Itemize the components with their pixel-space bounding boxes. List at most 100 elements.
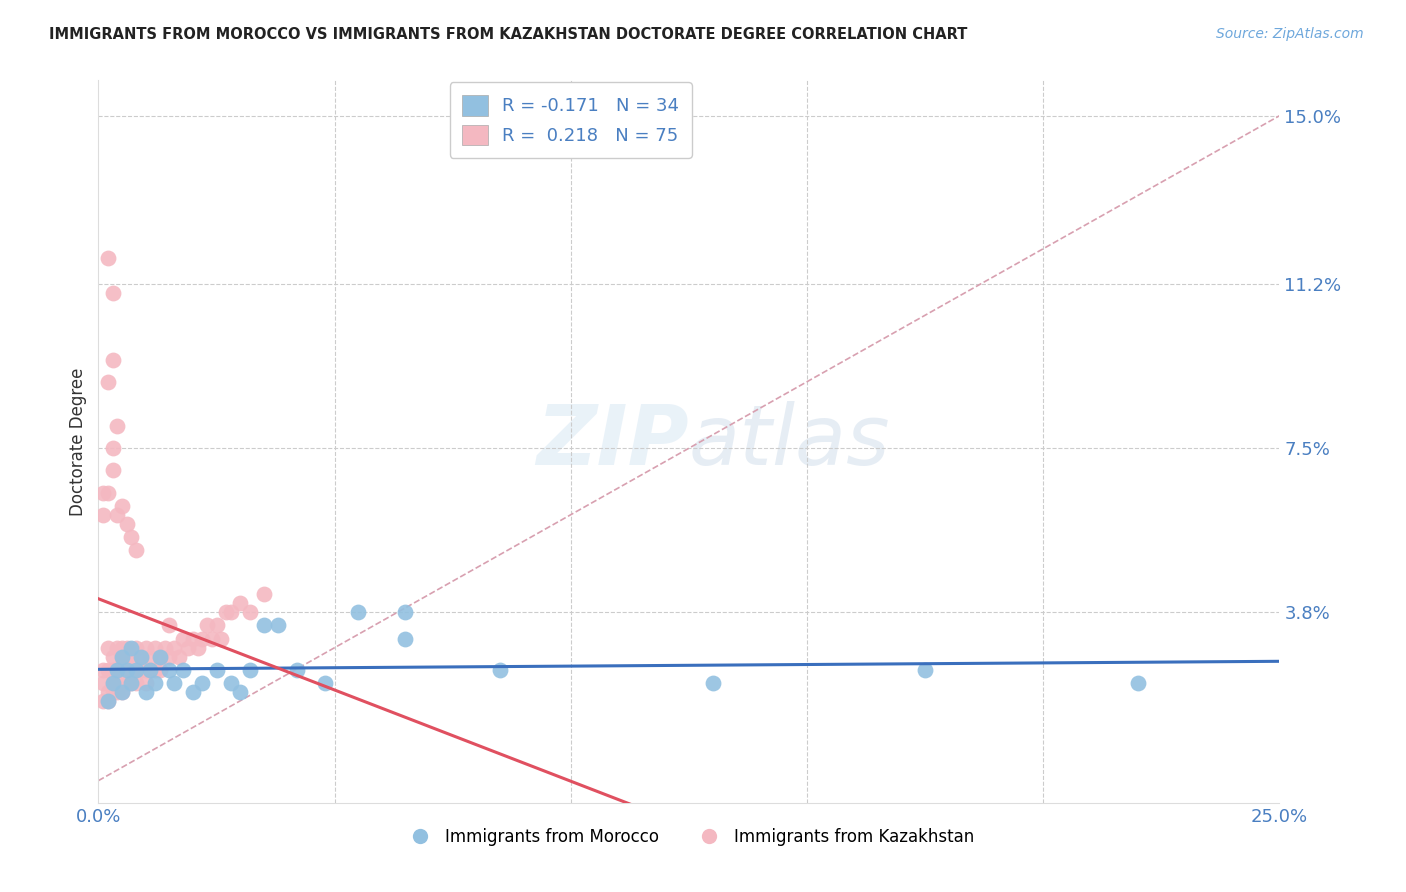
Point — [702, 676, 724, 690]
Point — [157, 618, 180, 632]
Point — [394, 632, 416, 646]
Point — [139, 663, 162, 677]
Text: ZIP: ZIP — [536, 401, 689, 482]
Point — [121, 649, 143, 664]
Point — [97, 375, 120, 389]
Point — [97, 663, 120, 677]
Point — [153, 640, 176, 655]
Text: Source: ZipAtlas.com: Source: ZipAtlas.com — [1216, 27, 1364, 41]
Point — [149, 649, 172, 664]
Point — [101, 649, 124, 664]
Point — [129, 649, 152, 664]
Point — [143, 640, 166, 655]
Point — [121, 640, 143, 655]
Point — [101, 676, 124, 690]
Point — [219, 676, 242, 690]
Point — [111, 649, 134, 664]
Point — [91, 676, 114, 690]
Point — [101, 685, 124, 699]
Point — [205, 663, 228, 677]
Point — [172, 663, 194, 677]
Point — [239, 605, 262, 619]
Point — [111, 640, 134, 655]
Point — [215, 605, 238, 619]
Point — [115, 676, 138, 690]
Point — [105, 508, 128, 522]
Text: atlas: atlas — [689, 401, 890, 482]
Point — [91, 663, 114, 677]
Point — [187, 640, 209, 655]
Point — [285, 663, 308, 677]
Point — [105, 640, 128, 655]
Point — [91, 508, 114, 522]
Point — [111, 649, 134, 664]
Point — [101, 463, 124, 477]
Point — [181, 632, 204, 646]
Point — [201, 632, 224, 646]
Point — [253, 587, 276, 601]
Legend: Immigrants from Morocco, Immigrants from Kazakhstan: Immigrants from Morocco, Immigrants from… — [396, 821, 981, 852]
Point — [239, 663, 262, 677]
Point — [314, 676, 336, 690]
Point — [209, 632, 232, 646]
Point — [143, 663, 166, 677]
Point — [125, 676, 148, 690]
Point — [253, 618, 276, 632]
Point — [191, 632, 214, 646]
Point — [125, 663, 148, 677]
Point — [135, 676, 157, 690]
Point — [167, 649, 190, 664]
Point — [347, 605, 370, 619]
Point — [115, 649, 138, 664]
Point — [101, 441, 124, 455]
Point — [229, 685, 252, 699]
Point — [97, 694, 120, 708]
Point — [121, 676, 143, 690]
Point — [97, 640, 120, 655]
Point — [157, 663, 180, 677]
Point — [489, 663, 512, 677]
Point — [157, 649, 180, 664]
Point — [219, 605, 242, 619]
Point — [115, 640, 138, 655]
Point — [105, 685, 128, 699]
Point — [149, 649, 172, 664]
Point — [139, 663, 162, 677]
Point — [105, 419, 128, 434]
Point — [195, 618, 218, 632]
Point — [914, 663, 936, 677]
Point — [115, 516, 138, 531]
Point — [191, 676, 214, 690]
Point — [105, 676, 128, 690]
Point — [101, 286, 124, 301]
Point — [97, 694, 120, 708]
Point — [115, 663, 138, 677]
Point — [149, 663, 172, 677]
Point — [129, 663, 152, 677]
Point — [139, 649, 162, 664]
Point — [111, 676, 134, 690]
Point — [129, 649, 152, 664]
Point — [135, 685, 157, 699]
Point — [135, 663, 157, 677]
Point — [101, 676, 124, 690]
Point — [205, 618, 228, 632]
Point — [135, 640, 157, 655]
Point — [91, 485, 114, 500]
Point — [91, 694, 114, 708]
Point — [115, 663, 138, 677]
Point — [105, 663, 128, 677]
Point — [163, 640, 186, 655]
Point — [125, 543, 148, 558]
Point — [143, 676, 166, 690]
Point — [125, 640, 148, 655]
Point — [111, 685, 134, 699]
Point — [121, 530, 143, 544]
Point — [97, 251, 120, 265]
Point — [177, 640, 200, 655]
Point — [111, 685, 134, 699]
Point — [121, 663, 143, 677]
Point — [111, 663, 134, 677]
Text: IMMIGRANTS FROM MOROCCO VS IMMIGRANTS FROM KAZAKHSTAN DOCTORATE DEGREE CORRELATI: IMMIGRANTS FROM MOROCCO VS IMMIGRANTS FR… — [49, 27, 967, 42]
Point — [181, 685, 204, 699]
